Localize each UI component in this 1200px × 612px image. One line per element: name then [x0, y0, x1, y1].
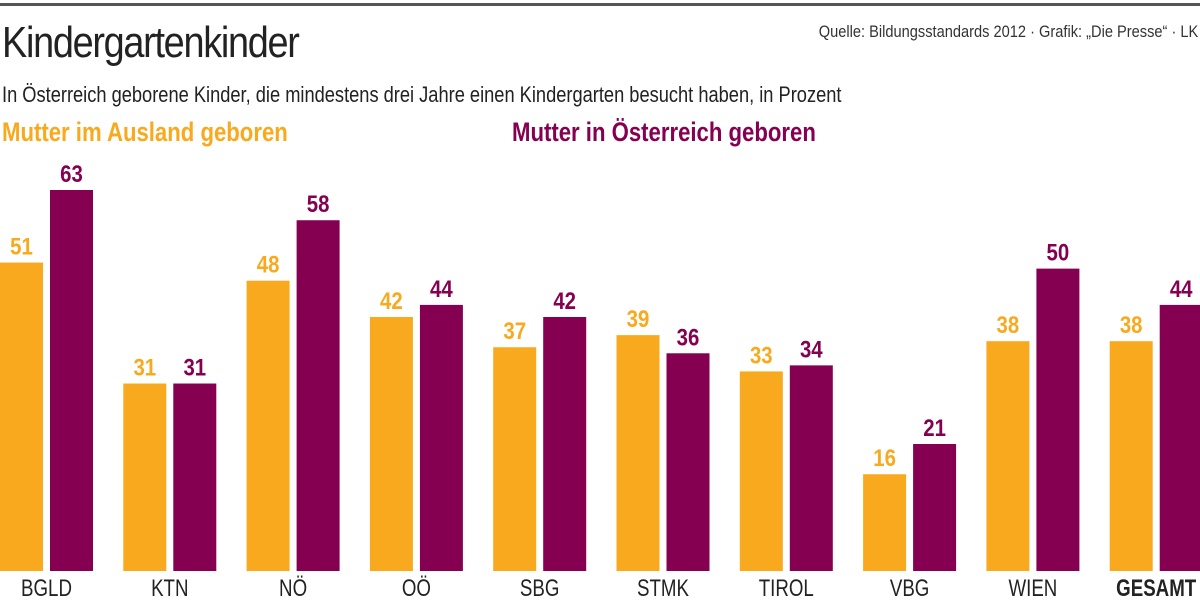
category-label: KTN [151, 575, 188, 602]
category-label: SBG [520, 575, 560, 602]
value-label: 50 [1047, 239, 1070, 266]
value-label: 33 [750, 342, 773, 369]
value-label: 34 [800, 336, 823, 363]
value-label: 58 [307, 191, 330, 218]
value-label: 38 [997, 312, 1020, 339]
chart-subtitle: In Österreich geborene Kinder, die minde… [2, 82, 842, 107]
category-label: BGLD [21, 575, 72, 602]
value-label: 37 [503, 318, 526, 345]
source-note: Quelle: Bildungsstandards 2012 · Grafik:… [818, 22, 1198, 41]
legend-series-austria: Mutter in Österreich geboren [512, 117, 816, 147]
category-label: OÖ [402, 575, 431, 602]
value-label: 31 [183, 354, 206, 381]
bar-austria-vbg [913, 444, 957, 571]
bar-austria-bgld [50, 190, 93, 571]
bar-abroad-tirol [739, 371, 783, 571]
bar-abroad-bgld [0, 262, 43, 571]
category-label: NÖ [279, 575, 307, 602]
bar-abroad-ktn [123, 383, 167, 571]
chart-title: Kindergartenkinder [2, 18, 300, 67]
legend-series-abroad: Mutter im Ausland geboren [2, 117, 288, 147]
bar-abroad-nö [246, 280, 290, 571]
bar-austria-stmk [666, 353, 710, 571]
bar-abroad-wien [986, 341, 1030, 571]
bar-austria-ktn [173, 383, 217, 571]
value-label: 44 [430, 275, 453, 302]
bar-austria-sbg [543, 317, 587, 571]
value-label: 39 [627, 306, 650, 333]
value-label: 42 [553, 287, 576, 314]
value-label: 16 [873, 445, 896, 472]
value-label: 36 [677, 324, 700, 351]
value-label: 31 [133, 354, 156, 381]
bar-austria-wien [1036, 268, 1080, 571]
bar-abroad-oö [369, 317, 413, 571]
value-label: 51 [10, 233, 33, 260]
value-label: 21 [923, 414, 946, 441]
bar-austria-tirol [789, 365, 833, 571]
value-label: 38 [1120, 312, 1143, 339]
value-label: 48 [257, 251, 280, 278]
bar-austria-gesamt [1159, 304, 1200, 571]
category-label: VBG [890, 575, 930, 602]
bar-abroad-gesamt [1109, 341, 1153, 571]
value-label: 63 [60, 160, 83, 187]
bar-austria-nö [296, 220, 340, 571]
category-label: TIROL [759, 575, 814, 602]
value-label: 44 [1170, 275, 1193, 302]
category-label: WIEN [1008, 575, 1057, 602]
bar-abroad-sbg [493, 347, 537, 571]
top-rule [0, 3, 1200, 6]
bar-abroad-stmk [616, 335, 660, 571]
bar-abroad-vbg [863, 474, 907, 571]
value-label: 42 [380, 287, 403, 314]
bar-austria-oö [419, 304, 463, 571]
category-label: GESAMT [1116, 575, 1196, 602]
category-label: STMK [637, 575, 690, 602]
